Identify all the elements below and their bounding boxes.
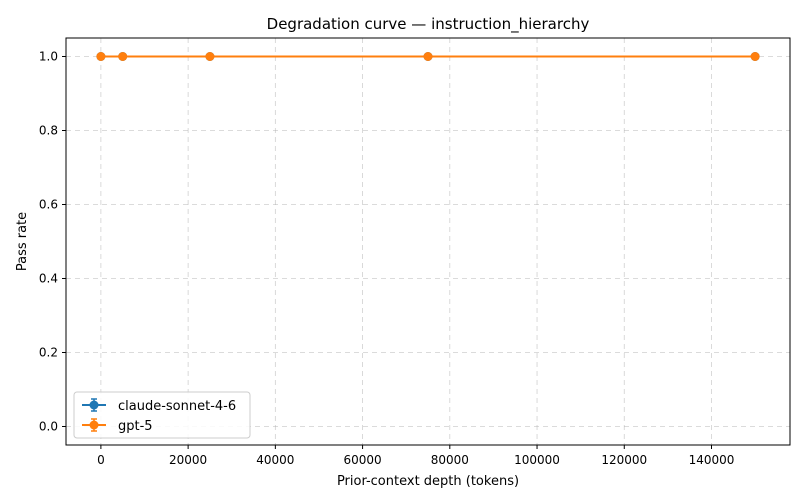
legend-marker <box>89 420 99 430</box>
y-axis-label: Pass rate <box>15 212 30 271</box>
y-tick-label: 0.8 <box>39 124 58 138</box>
legend-item: claude-sonnet-4-6 <box>82 398 236 414</box>
legend-label: gpt-5 <box>118 419 153 434</box>
plot-frame <box>65 37 791 446</box>
data-point <box>96 52 106 61</box>
legend-item: gpt-5 <box>82 418 153 434</box>
x-tick-label: 40000 <box>256 453 294 467</box>
legend: claude-sonnet-4-6 gpt-5 <box>73 391 251 439</box>
x-tick-label: 120000 <box>601 453 647 467</box>
legend-label: claude-sonnet-4-6 <box>118 399 236 414</box>
y-tick-label: 0.0 <box>39 420 58 434</box>
series-gpt-5 <box>96 52 760 61</box>
legend-marker <box>89 400 99 410</box>
data-point <box>205 52 215 61</box>
x-tick-label: 80000 <box>431 453 469 467</box>
data-point <box>118 52 128 61</box>
x-tick-label: 60000 <box>343 453 381 467</box>
x-tick-label: 0 <box>97 453 105 467</box>
y-tick-label: 0.6 <box>39 198 58 212</box>
y-tick-label: 0.2 <box>39 346 58 360</box>
x-tick-label: 100000 <box>514 453 560 467</box>
x-tick-label: 140000 <box>689 453 735 467</box>
data-point <box>423 52 433 61</box>
chart-title: Degradation curve — instruction_hierarch… <box>267 15 590 34</box>
legend-box <box>73 391 251 439</box>
x-tick-label: 20000 <box>169 453 207 467</box>
data-point <box>750 52 760 61</box>
y-tick-label: 0.4 <box>39 272 58 286</box>
ticks: 0 20000 40000 60000 80000 100000 120000 140000 0… <box>39 50 734 468</box>
x-axis-label: Prior-context depth (tokens) <box>337 474 519 489</box>
series-layer <box>96 52 760 61</box>
y-tick-label: 1.0 <box>39 50 58 64</box>
